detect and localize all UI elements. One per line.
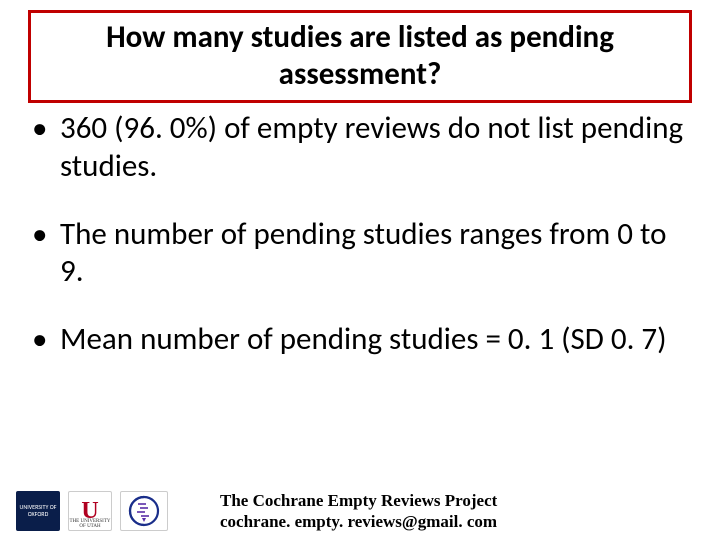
slide-footer: UNIVERSITY OF OXFORD U THE UNIVERSITY OF… (0, 482, 720, 540)
slide-title-box: How many studies are listed as pending a… (28, 10, 692, 103)
utah-logo-sub: THE UNIVERSITY OF UTAH (69, 519, 111, 529)
footer-project-name: The Cochrane Empty Reviews Project (220, 490, 497, 511)
footer-logos: UNIVERSITY OF OXFORD U THE UNIVERSITY OF… (0, 491, 168, 531)
footer-text: The Cochrane Empty Reviews Project cochr… (220, 490, 497, 533)
bullet-text: 360 (96. 0%) of empty reviews do not lis… (60, 109, 683, 185)
bullet-list: 360 (96. 0%) of empty reviews do not lis… (24, 110, 690, 389)
bullet-item: 360 (96. 0%) of empty reviews do not lis… (24, 110, 690, 186)
utah-logo-icon: U THE UNIVERSITY OF UTAH (68, 491, 112, 531)
bullet-item: The number of pending studies ranges fro… (24, 216, 690, 292)
bullet-item: Mean number of pending studies = 0. 1 (S… (24, 321, 690, 359)
bullet-text: The number of pending studies ranges fro… (60, 215, 666, 291)
slide-title: How many studies are listed as pending a… (106, 18, 614, 93)
oxford-logo-label: UNIVERSITY OF OXFORD (18, 504, 58, 517)
oxford-logo-icon: UNIVERSITY OF OXFORD (16, 491, 60, 531)
cochrane-logo-icon (120, 491, 168, 531)
bullet-text: Mean number of pending studies = 0. 1 (S… (60, 320, 667, 358)
footer-contact: cochrane. empty. reviews@gmail. com (220, 511, 497, 532)
slide: How many studies are listed as pending a… (0, 0, 720, 540)
